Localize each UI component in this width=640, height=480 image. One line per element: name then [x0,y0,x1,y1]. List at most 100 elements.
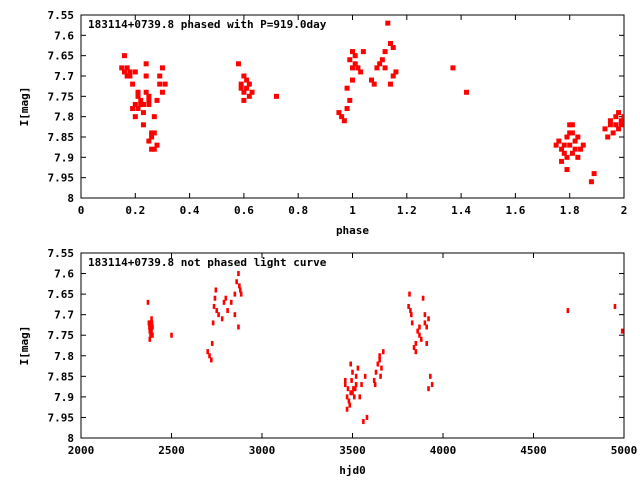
chart-0-x-axis-label: phase [336,224,369,237]
chart-1-data-point [372,377,376,383]
chart-0-data-point [132,69,138,75]
chart-1-y-tick-label: 7.55 [48,247,75,260]
chart-0-data-point [390,73,396,79]
chart-1-data-point [350,377,353,383]
chart-0-data-point [121,69,127,75]
chart-1-data-point [346,386,350,392]
chart-0-data-point [605,134,611,140]
chart-0-data-point [146,101,152,107]
chart-0-data-point [146,97,152,103]
chart-1-data-point [381,349,385,355]
chart-0-data-point [561,142,567,148]
chart-1-data-point [170,332,173,338]
chart-0-data-point [602,126,608,132]
chart-1-x-tick-label: 4500 [520,444,547,457]
chart-1-data-point [354,382,358,388]
chart-0-data-point [578,146,584,152]
chart-0-data-point [149,130,155,136]
chart-0-x-tick-label: 1.8 [560,204,580,217]
chart-0-data-point [241,73,247,79]
chart-1-data-point [376,361,380,367]
chart-1-data-point [206,349,209,355]
chart-1-data-point [360,382,363,388]
chart-0-data-point [369,77,375,83]
chart-0-data-point [140,110,146,116]
chart-1-data-point [620,328,624,334]
chart-0-data-point [350,77,355,83]
chart-1-data-point [407,303,410,309]
chart-0-data-point [385,20,391,26]
chart-1-data-point [429,373,432,379]
chart-1-data-point [149,332,152,338]
chart-0-data-point [339,114,345,120]
chart-0-data-point [616,110,622,116]
chart-1-data-point [353,394,356,400]
chart-1-data-point [425,324,429,330]
chart-0-data-point [559,158,565,164]
chart-0-data-point [610,130,616,136]
chart-0-y-tick-label: 7.85 [48,131,75,144]
chart-1-data-point [365,414,369,420]
chart-0-data-point [336,110,342,116]
chart-0-title: 183114+0739.8 phased with P=919.0day [88,18,327,31]
chart-0-data-point [567,130,573,136]
chart-1-y-tick-label: 7.6 [54,268,74,281]
chart-1-data-point [380,365,383,371]
chart-1-data-point [423,320,427,326]
chart-0-data-point [154,97,160,103]
chart-0-data-point [556,138,562,144]
chart-0-data-point [127,73,133,79]
chart-1-data-point [147,320,151,326]
chart-1-y-tick-label: 7.7 [54,309,74,322]
chart-0-data-point [567,142,573,148]
chart-0-data-point [151,146,157,152]
chart-0-data-point [149,134,155,140]
chart-0-data-point [618,122,624,128]
chart-0-data-point [569,130,575,136]
chart-1-data-point [224,295,228,301]
chart-0-data-point [350,65,355,71]
chart-0-data-point [344,85,350,91]
chart-0-data-point [132,101,138,107]
chart-0-data-point [347,97,353,103]
chart-1-data-point [237,271,240,277]
chart-0-x-tick-label: 2 [621,204,628,217]
chart-0-y-tick-label: 7.55 [48,9,75,22]
chart-1-data-point [354,373,358,379]
chart-0-data-point [119,65,125,71]
chart-1-data-point [148,324,151,330]
chart-0-data-point [121,53,127,59]
chart-1-data-point [419,336,423,342]
chart-0-data-point [388,40,394,46]
chart-1-data-point [211,320,215,326]
chart-0-data-point [371,81,377,87]
chart-0-data-point [135,93,141,99]
chart-0-y-tick-label: 7.6 [54,29,74,42]
chart-0-data-point [553,142,559,148]
chart-1-data-point [222,299,226,305]
chart-1-data-point [410,320,414,326]
chart-0-data-point [162,81,168,87]
chart-1-data-point [425,340,429,346]
chart-0-data-points [119,20,624,185]
chart-0-data-point [130,81,136,87]
chart-0-data-point [572,138,578,144]
chart-1-data-point [362,419,365,425]
chart-1-data-point [348,402,352,408]
chart-0-data-point [140,122,146,128]
chart-0-data-point [393,69,399,75]
chart-0-data-point [157,73,163,79]
chart-0-data-point [124,73,130,79]
chart-1-data-point [409,308,412,314]
chart-1-data-point [150,316,153,322]
chart-1-data-point [349,361,352,367]
chart-0-x-tick-label: 0.6 [234,204,254,217]
chart-1-plot-frame [80,252,625,439]
chart-0-data-point [143,61,149,67]
chart-1-title: 183114+0739.8 not phased light curve [88,256,327,269]
chart-1-data-point [358,394,362,400]
chart-0-data-point [607,122,613,128]
chart-1-data-point [421,295,425,301]
chart-1-data-point [427,316,430,322]
chart-1-data-point [353,386,357,392]
